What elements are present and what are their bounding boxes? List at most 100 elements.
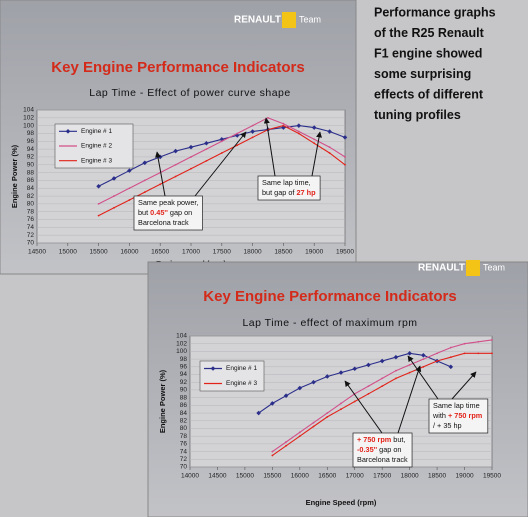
annotation-box xyxy=(352,432,413,468)
data-point xyxy=(113,206,115,209)
x-tick-label: 15000 xyxy=(236,473,254,480)
data-point xyxy=(267,116,269,119)
caption-line: F1 engine showed xyxy=(374,46,482,60)
y-tick-label: 90 xyxy=(180,387,188,394)
data-point xyxy=(340,408,342,411)
y-tick-label: 102 xyxy=(176,340,187,347)
data-point xyxy=(324,374,330,379)
y-tick-label: 104 xyxy=(176,333,187,340)
data-point xyxy=(173,148,178,154)
chart-slide: RENAULT Team Key Engine Performance Indica… xyxy=(147,260,528,517)
data-point xyxy=(298,435,301,438)
data-point xyxy=(477,340,480,343)
data-point xyxy=(395,369,397,372)
y-tick-label: 88 xyxy=(180,394,188,401)
data-point xyxy=(449,356,452,359)
data-point xyxy=(271,454,274,457)
x-tick-label: 17500 xyxy=(213,249,231,256)
data-point xyxy=(159,183,162,186)
data-point xyxy=(421,352,426,358)
data-point xyxy=(205,159,208,162)
chart-title: Key Engine Performance Indicators xyxy=(51,59,304,76)
data-point xyxy=(328,152,331,154)
annotation-text: + 750 rpm but, -0.35'' gap on Barcelona tr… xyxy=(357,435,408,464)
annotation-arrow xyxy=(407,355,439,400)
y-tick-label: 102 xyxy=(23,115,34,122)
y-tick-label: 98 xyxy=(27,130,35,137)
annotation-run: / + 35 hp xyxy=(433,421,462,430)
data-point xyxy=(381,377,384,380)
caption-line: tuning profiles xyxy=(374,108,461,122)
data-point xyxy=(256,410,261,416)
data-point xyxy=(366,362,371,368)
x-tick-label: 17000 xyxy=(182,249,200,256)
brand-logo xyxy=(282,12,296,28)
annotation-text: Same peak power, but 0.45'' gap on Barcelo… xyxy=(138,198,198,227)
y-tick-label: 74 xyxy=(27,224,35,231)
y-tick-label: 92 xyxy=(180,379,188,386)
caption-line: some surprising xyxy=(374,67,471,81)
legend-marker xyxy=(210,366,216,371)
data-point xyxy=(285,444,287,447)
data-point xyxy=(97,214,100,217)
y-tick-label: 76 xyxy=(27,216,35,223)
data-point xyxy=(113,195,115,197)
data-point xyxy=(220,152,223,154)
data-point xyxy=(297,130,300,133)
y-tick-label: 96 xyxy=(180,364,188,371)
annotation-arrow xyxy=(451,371,477,400)
data-point xyxy=(188,144,194,150)
x-axis-label: Engine Speed (rpm) xyxy=(306,498,377,507)
brand-suffix: Team xyxy=(299,14,321,24)
y-tick-label: 90 xyxy=(27,161,35,168)
data-point xyxy=(311,125,317,130)
y-tick-label: 98 xyxy=(180,356,188,363)
x-tick-label: 16000 xyxy=(291,473,309,480)
data-point xyxy=(128,199,131,201)
data-point xyxy=(111,176,117,181)
x-tick-label: 19500 xyxy=(483,473,501,480)
y-tick-label: 78 xyxy=(27,208,35,215)
data-point xyxy=(297,385,303,391)
legend-label: Engine # 1 xyxy=(81,128,112,135)
y-tick-label: 84 xyxy=(27,185,35,192)
data-point xyxy=(174,175,177,178)
y-tick-label: 72 xyxy=(27,232,35,239)
y-tick-label: 80 xyxy=(27,201,35,208)
data-point xyxy=(327,129,332,134)
data-point xyxy=(342,135,348,140)
legend-label: Engine # 3 xyxy=(81,157,112,164)
data-point xyxy=(283,393,289,399)
chart-subtitle: Lap Time - Effect of power curve shape xyxy=(89,87,290,99)
data-point xyxy=(271,450,274,453)
y-tick-label: 100 xyxy=(23,122,34,129)
annotation-run: -0.35'' xyxy=(357,445,377,454)
data-point xyxy=(251,136,254,139)
data-point xyxy=(174,163,177,166)
annotation-text: Same lap time with + 750 rpm / + 35 hp xyxy=(432,401,483,430)
y-tick-label: 82 xyxy=(27,193,35,200)
data-point xyxy=(142,160,148,166)
annotation-box xyxy=(428,398,489,434)
data-point xyxy=(326,412,329,414)
y-tick-label: 96 xyxy=(27,138,35,145)
annotation-run: + 750 rpm xyxy=(357,435,392,444)
data-point xyxy=(367,385,370,387)
data-point xyxy=(297,132,300,135)
data-point xyxy=(393,354,399,360)
x-tick-label: 19500 xyxy=(336,249,354,256)
data-point xyxy=(491,352,493,355)
annotation-run: Barcelona track xyxy=(357,455,408,464)
data-point xyxy=(344,156,346,158)
data-point xyxy=(205,148,208,151)
data-point xyxy=(97,202,100,205)
y-axis-label: Engine Power (%) xyxy=(10,144,19,208)
data-point xyxy=(311,379,316,385)
brand-logo xyxy=(466,260,480,276)
data-point xyxy=(491,338,493,341)
data-point xyxy=(449,346,452,349)
data-point xyxy=(407,351,412,356)
y-tick-label: 86 xyxy=(27,177,35,184)
x-tick-label: 14500 xyxy=(208,473,226,480)
annotation-run: but xyxy=(138,208,150,217)
